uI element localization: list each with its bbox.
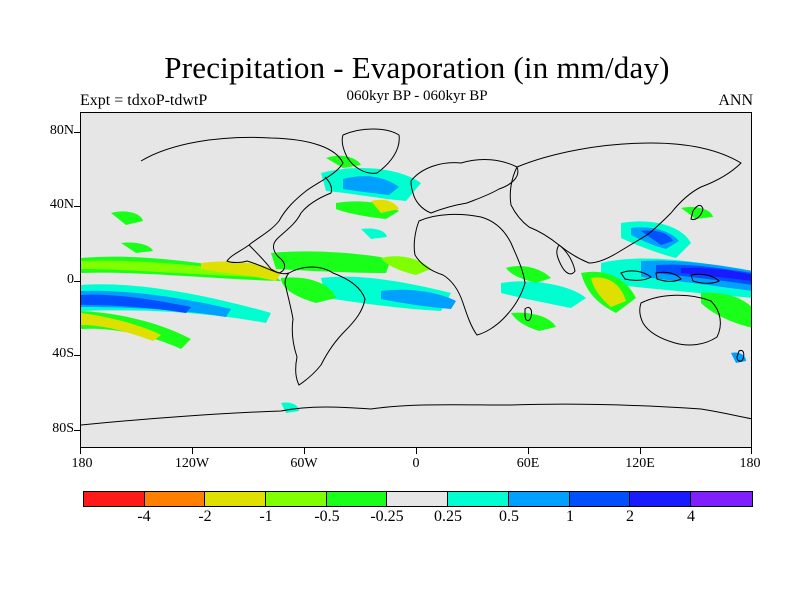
antarctica-outline [81,403,751,426]
anomaly-patch [701,292,751,328]
x-tick-label: 120W [174,456,210,471]
new-zealand-outline [736,350,745,362]
colorbar-segment [144,492,206,506]
x-tick-label: 60E [516,456,540,471]
colorbar-label: 2 [626,508,634,525]
anomaly-patch [506,266,551,283]
x-tick [751,448,752,454]
y-tick-label: 0 [67,272,74,287]
y-tick [74,132,80,133]
x-tick [640,448,641,454]
y-tick-label: 40S [52,346,74,361]
anomaly-patch [81,313,161,341]
x-tick [304,448,305,454]
anomaly-patch [326,155,361,168]
anomaly-patch [371,199,399,213]
colorbar-segment [569,492,631,506]
anomaly-patch [591,277,626,307]
anomaly-patch [361,228,387,239]
colorbar-segment [266,492,327,506]
anomaly-patch [81,294,191,313]
africa-outline [413,213,526,336]
colorbar-label: -0.5 [314,508,340,525]
colorbar-segment [326,492,388,506]
coastlines [81,128,751,426]
south-america-outline [284,266,366,386]
x-tick-label: 120E [625,456,655,471]
x-tick [192,448,193,454]
europe-outline [410,159,519,214]
x-tick [80,448,81,454]
asia-outline [509,142,742,264]
anomaly-patch [381,256,431,275]
x-tick-label: 0 [412,456,420,471]
colorbar-segment [84,492,145,506]
season-label: ANN [718,92,753,109]
anomaly-patch [281,402,299,413]
anomaly-patch [681,267,751,281]
greenland-outline [341,128,400,174]
colorbar-segment [205,492,267,506]
x-tick-label: 180 [739,456,761,471]
colorbar-segment [630,492,691,506]
colorbar-label: 1 [566,508,574,525]
north-america-outline [140,136,344,274]
y-tick [74,355,80,356]
anomaly-patch [641,230,673,245]
anomaly-patch [111,211,143,225]
central-america-outline [248,244,290,275]
anomaly-patch [281,277,336,303]
japan-outline [690,204,704,220]
anomaly-patch [121,242,153,253]
colorbar-label: 0.5 [499,508,519,525]
x-tick-label: 60W [290,456,318,471]
anomaly-patch [501,281,586,308]
madagascar-outline [524,306,532,322]
colorbar-label: -2 [198,508,212,525]
y-tick [74,206,80,207]
y-tick-label: 80N [49,123,74,138]
colorbar-segment [690,492,752,506]
colorbar-segment [387,492,449,506]
anomaly-fields [81,155,751,413]
chart-title: Precipitation - Evaporation (in mm/day) [164,50,670,85]
x-tick [416,448,417,454]
experiment-label: Expt = tdxoP-tdwtP [80,92,208,109]
colorbar-label: -4 [137,508,151,525]
india-outline [556,244,576,275]
y-tick [74,430,80,431]
colorbar-label: -1 [259,508,273,525]
anomaly-patch [511,312,556,331]
colorbar-segment [448,492,509,506]
colorbar [83,491,753,507]
colorbar-label: 0.25 [434,508,462,525]
colorbar-segment [508,492,570,506]
x-tick [528,448,529,454]
y-tick-label: 40N [49,197,74,212]
map-svg [81,128,751,426]
colorbar-label: -0.25 [370,508,404,525]
x-tick-label: 180 [71,456,93,471]
indonesia-outline [620,270,720,284]
anomaly-patch [343,176,399,195]
y-tick-label: 80S [52,421,74,436]
australia-outline [639,294,721,346]
colorbar-label: 4 [687,508,695,525]
anomaly-patch [81,260,261,277]
y-tick [74,281,80,282]
anomaly-patch [271,251,391,273]
map-plot-area [80,112,752,448]
anomaly-patch [681,207,713,219]
chart-subtitle: 060kyr BP - 060kyr BP [346,88,488,104]
anomaly-patch [381,289,456,309]
